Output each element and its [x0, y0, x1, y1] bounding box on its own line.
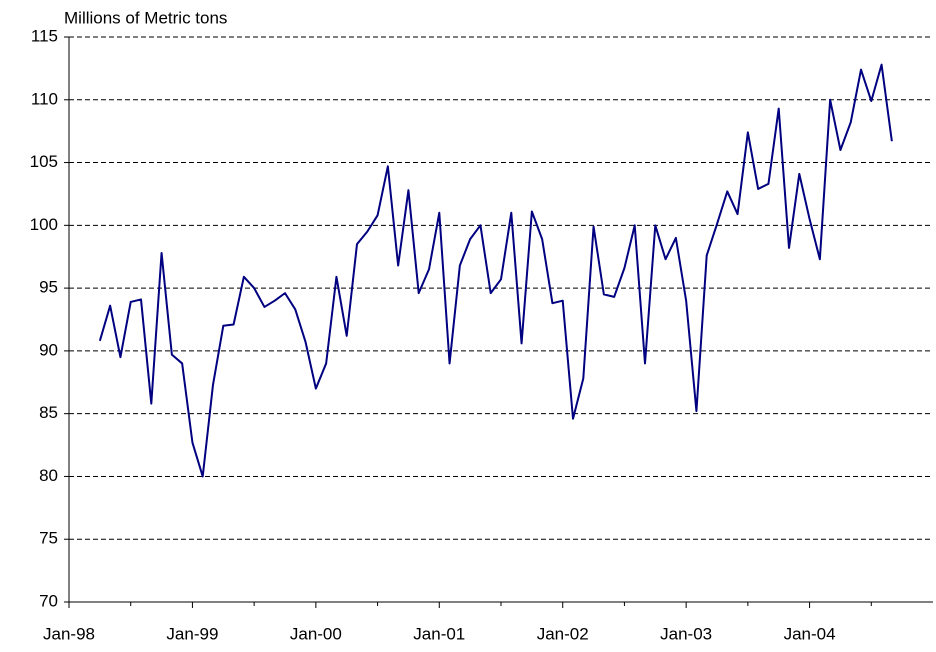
- x-tick-label: Jan-98: [43, 624, 95, 643]
- x-tick-label: Jan-99: [166, 624, 218, 643]
- y-tick-label: 90: [39, 340, 58, 359]
- y-tick-label: 80: [39, 466, 58, 485]
- y-tick-label: 115: [31, 26, 58, 45]
- x-tick-label: Jan-03: [660, 624, 712, 643]
- y-tick-label: 85: [39, 403, 58, 422]
- x-tick-label: Jan-00: [290, 624, 342, 643]
- x-tick-label: Jan-02: [537, 624, 589, 643]
- x-tick-label: Jan-04: [784, 624, 836, 643]
- y-tick-label: 105: [30, 152, 58, 171]
- y-tick-label: 70: [39, 591, 58, 610]
- y-tick-label: 95: [39, 278, 58, 297]
- y-tick-label: 110: [31, 89, 58, 108]
- y-tick-label: 75: [39, 529, 58, 548]
- data-line: [98, 63, 893, 478]
- y-tick-label: 100: [30, 215, 58, 234]
- x-tick-label: Jan-01: [413, 624, 465, 643]
- y-axis-label: Millions of Metric tons: [64, 8, 227, 27]
